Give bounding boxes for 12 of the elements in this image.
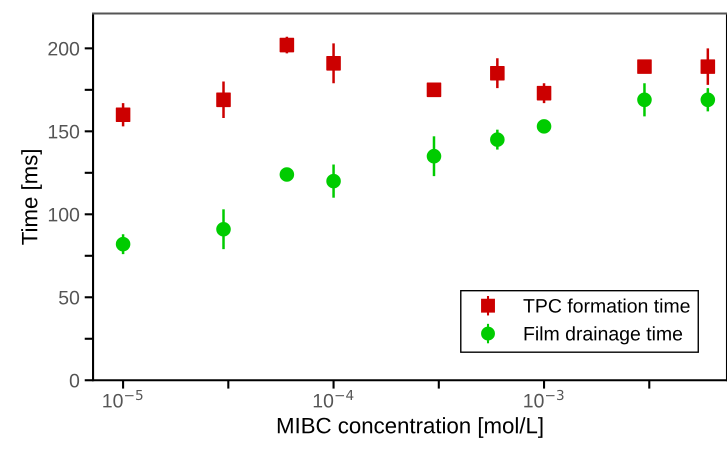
legend-label: TPC formation time (523, 298, 690, 313)
legend-label: Film drainage time (524, 326, 682, 344)
y-tick-label: 150 (48, 124, 80, 139)
x-axis-title: MIBC concentration [mol/L] (278, 417, 542, 438)
x-tick-label: 10$^{−4}$ (314, 390, 354, 408)
x-tick-label: 10$^{−3}$ (524, 390, 564, 408)
y-tick-label: 0 (70, 374, 80, 388)
y-tick-label: 100 (48, 208, 80, 222)
y-axis-title: Time [ms] (21, 150, 42, 245)
x-tick-label: 10$^{−5}$ (103, 390, 142, 408)
y-tick-label: 200 (48, 42, 80, 56)
y-tick-label: 50 (59, 290, 80, 305)
